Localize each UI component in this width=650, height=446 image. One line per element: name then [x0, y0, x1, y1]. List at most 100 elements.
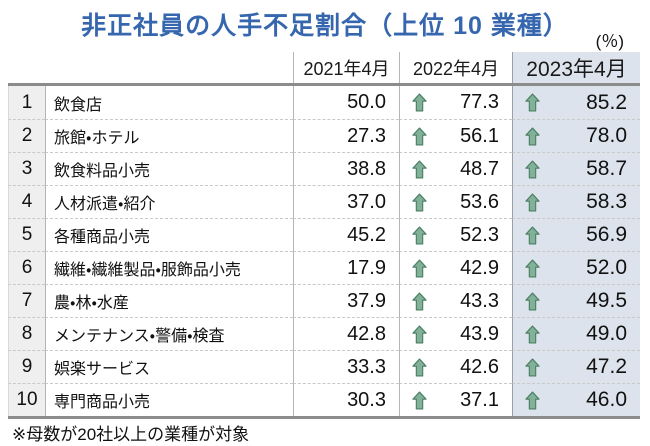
value-text: 47.2 — [586, 355, 627, 378]
rank-cell: 8 — [8, 317, 45, 350]
table-body: 1 飲食店 50.0 77.3 85.2 2 旅館・ホテル 27.3 56.1 — [8, 86, 640, 419]
increase-arrow-icon — [525, 259, 540, 277]
value-text: 85.2 — [586, 90, 627, 114]
table-row: 8 メンテナンス・警備・検査 42.8 43.9 49.0 — [8, 317, 640, 350]
value-cell-2021: 27.3 — [293, 119, 399, 152]
value-text: 42.6 — [460, 355, 499, 378]
increase-arrow-icon — [525, 93, 540, 112]
value-cell-2023: 58.7 — [512, 152, 640, 185]
increase-arrow-icon — [525, 127, 540, 145]
increase-arrow-icon — [525, 160, 540, 178]
value-text: 78.0 — [586, 124, 627, 147]
value-text: 52.3 — [460, 223, 499, 246]
value-cell-2022: 53.6 — [399, 185, 512, 218]
value-cell-2021: 33.3 — [293, 350, 399, 383]
value-cell-2022: 56.1 — [399, 119, 512, 152]
value-cell-2021: 50.0 — [293, 86, 399, 119]
value-text: 49.0 — [586, 322, 627, 345]
value-cell-2021: 42.8 — [293, 317, 399, 350]
industry-cell: 娯楽サービス — [45, 350, 293, 383]
value-cell-2023: 56.9 — [512, 218, 640, 251]
value-text: 37.1 — [460, 388, 499, 411]
industry-cell: 繊維・繊維製品・服飾品小売 — [45, 251, 293, 284]
value-text: 53.6 — [460, 190, 499, 213]
table-row: 10 専門商品小売 30.3 37.1 46.0 — [8, 383, 640, 416]
rank-cell: 3 — [8, 152, 45, 185]
value-cell-2021: 38.8 — [293, 152, 399, 185]
rank-cell: 6 — [8, 251, 45, 284]
value-cell-2022: 77.3 — [399, 86, 512, 119]
unit-label: (％) — [595, 32, 624, 51]
industry-cell: 飲食店 — [45, 86, 293, 119]
value-cell-2021: 17.9 — [293, 251, 399, 284]
increase-arrow-icon — [525, 226, 540, 244]
header-spacer — [8, 52, 293, 83]
value-text: 49.5 — [586, 289, 627, 312]
industry-cell: 旅館・ホテル — [45, 119, 293, 152]
value-cell-2022: 42.6 — [399, 350, 512, 383]
table-row: 4 人材派遣・紹介 37.0 53.6 58.3 — [8, 185, 640, 218]
value-cell-2022: 43.9 — [399, 317, 512, 350]
rank-cell: 7 — [8, 284, 45, 317]
value-cell-2023: 47.2 — [512, 350, 640, 383]
increase-arrow-icon — [412, 226, 427, 244]
value-cell-2022: 43.3 — [399, 284, 512, 317]
industry-cell: 人材派遣・紹介 — [45, 185, 293, 218]
value-text: 42.9 — [460, 256, 499, 279]
table-row: 3 飲食料品小売 38.8 48.7 58.7 — [8, 152, 640, 185]
value-text: 52.0 — [586, 256, 627, 279]
value-text: 77.3 — [460, 91, 499, 113]
increase-arrow-icon — [412, 358, 427, 376]
increase-arrow-icon — [525, 325, 540, 343]
table-row: 1 飲食店 50.0 77.3 85.2 — [8, 86, 640, 119]
value-text: 56.9 — [586, 223, 627, 246]
increase-arrow-icon — [412, 391, 427, 409]
increase-arrow-icon — [412, 93, 427, 112]
industry-cell: 各種商品小売 — [45, 218, 293, 251]
value-cell-2023: 49.0 — [512, 317, 640, 350]
value-text: 58.7 — [586, 157, 627, 180]
table-row: 7 農・林・水産 37.9 43.3 49.5 — [8, 284, 640, 317]
increase-arrow-icon — [525, 358, 540, 376]
value-cell-2022: 52.3 — [399, 218, 512, 251]
value-text: 56.1 — [460, 124, 499, 147]
value-cell-2021: 45.2 — [293, 218, 399, 251]
table-row: 5 各種商品小売 45.2 52.3 56.9 — [8, 218, 640, 251]
column-header-2023: 2023年4月 — [512, 52, 640, 83]
rank-cell: 10 — [8, 383, 45, 416]
rank-cell: 5 — [8, 218, 45, 251]
value-cell-2023: 85.2 — [512, 86, 640, 119]
footnote: ※母数が20社以上の業種が対象 — [12, 425, 250, 444]
value-text: 43.9 — [460, 322, 499, 345]
increase-arrow-icon — [525, 193, 540, 211]
value-cell-2023: 52.0 — [512, 251, 640, 284]
value-cell-2021: 30.3 — [293, 383, 399, 416]
table-row: 6 繊維・繊維製品・服飾品小売 17.9 42.9 52.0 — [8, 251, 640, 284]
column-header-2022: 2022年4月 — [399, 52, 512, 83]
rank-cell: 9 — [8, 350, 45, 383]
industry-cell: メンテナンス・警備・検査 — [45, 317, 293, 350]
chart-title: 非正社員の人手不足割合（上位 10 業種） — [81, 12, 569, 40]
value-text: 48.7 — [460, 157, 499, 180]
increase-arrow-icon — [412, 259, 427, 277]
column-header-2021: 2021年4月 — [293, 52, 399, 83]
industry-cell: 飲食料品小売 — [45, 152, 293, 185]
rank-cell: 2 — [8, 119, 45, 152]
increase-arrow-icon — [525, 292, 540, 310]
value-cell-2023: 49.5 — [512, 284, 640, 317]
value-text: 58.3 — [586, 190, 627, 213]
table-row: 2 旅館・ホテル 27.3 56.1 78.0 — [8, 119, 640, 152]
increase-arrow-icon — [525, 391, 540, 409]
value-cell-2022: 37.1 — [399, 383, 512, 416]
value-cell-2023: 58.3 — [512, 185, 640, 218]
rank-cell: 1 — [8, 86, 45, 119]
table-row: 9 娯楽サービス 33.3 42.6 47.2 — [8, 350, 640, 383]
value-cell-2022: 48.7 — [399, 152, 512, 185]
industry-cell: 専門商品小売 — [45, 383, 293, 416]
increase-arrow-icon — [412, 160, 427, 178]
increase-arrow-icon — [412, 193, 427, 211]
value-cell-2021: 37.0 — [293, 185, 399, 218]
increase-arrow-icon — [412, 325, 427, 343]
value-text: 43.3 — [460, 289, 499, 312]
value-cell-2022: 42.9 — [399, 251, 512, 284]
